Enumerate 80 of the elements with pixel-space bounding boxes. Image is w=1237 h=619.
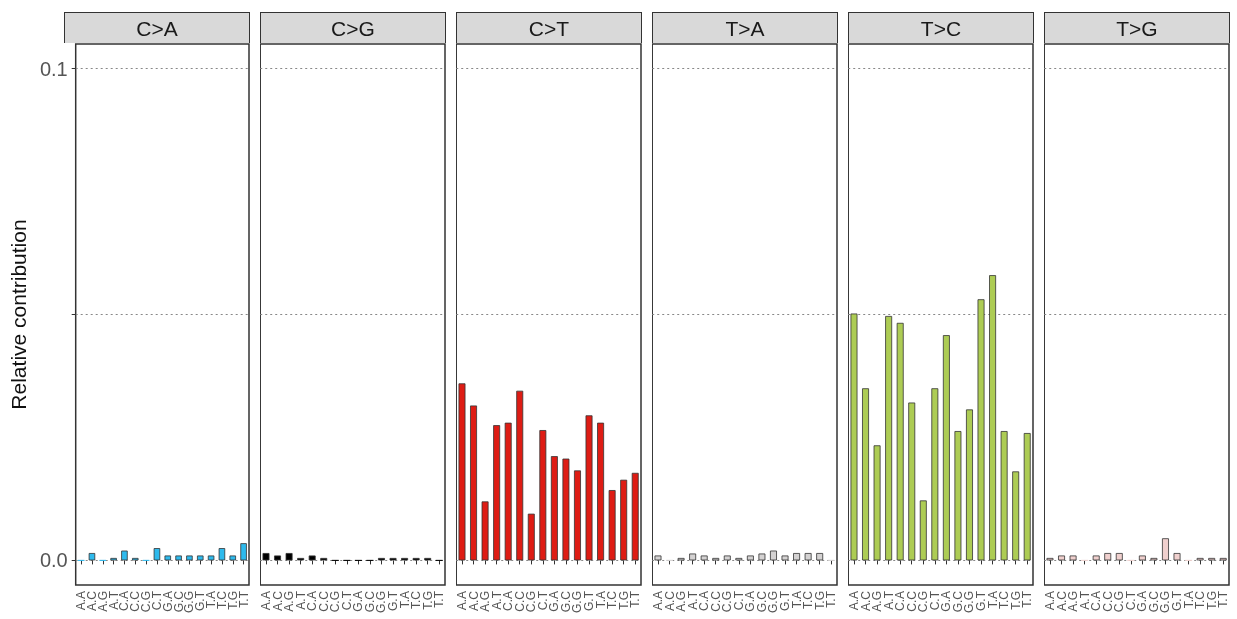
bar — [1058, 555, 1066, 561]
bar — [1138, 555, 1146, 561]
bar — [1023, 433, 1031, 561]
bar — [574, 470, 581, 561]
x-tick-label: A.C — [858, 590, 873, 612]
y-tick-label: 0.1 — [39, 57, 68, 80]
x-tick-label: T.T — [628, 590, 643, 608]
x-tick-label: T.T — [1020, 590, 1035, 608]
x-tick-label: A.C — [662, 590, 677, 612]
bar — [896, 322, 904, 561]
chart-title: T>A — [652, 12, 838, 43]
y-axis-title: Relative contribution — [7, 219, 30, 410]
bar — [723, 555, 731, 561]
bar — [689, 553, 697, 561]
bar — [919, 500, 927, 561]
bar — [620, 479, 628, 561]
x-tick-label: T.T — [824, 590, 839, 608]
bar — [308, 555, 316, 561]
bar — [562, 458, 570, 561]
x-tick-label: A.C — [270, 590, 285, 612]
x-tick-label: G.G — [766, 591, 781, 614]
bar — [804, 553, 812, 561]
bar — [550, 456, 558, 561]
bar — [966, 409, 973, 561]
bar — [1000, 431, 1008, 561]
y-tick-label: 0.0 — [39, 549, 68, 572]
chart-title: T>G — [1044, 12, 1230, 43]
bar — [585, 415, 593, 561]
bar — [608, 490, 616, 561]
chart-title: T>C — [848, 12, 1034, 43]
bar — [746, 555, 754, 561]
x-tick-label: A.A — [1042, 591, 1057, 611]
bar — [1162, 538, 1169, 561]
bar — [781, 555, 789, 561]
x-tick-label: A.C — [466, 590, 481, 612]
bar — [1104, 553, 1112, 561]
bar — [504, 422, 512, 561]
bar — [285, 553, 293, 561]
x-tick-label: T.T — [432, 590, 447, 608]
bar — [481, 501, 489, 561]
bar — [908, 402, 916, 561]
x-tick-label: T.T — [1216, 590, 1231, 608]
bar — [274, 555, 282, 561]
x-tick-label: G.G — [962, 591, 977, 614]
x-tick-label: A.A — [650, 591, 665, 611]
bar — [1173, 553, 1181, 561]
bar — [631, 472, 639, 561]
bar — [885, 315, 893, 561]
bar — [597, 422, 605, 561]
bar — [1069, 555, 1077, 561]
bar — [1012, 471, 1020, 561]
bar — [816, 553, 824, 561]
x-tick-label: G.G — [374, 591, 389, 614]
bar — [470, 405, 478, 561]
chart-title: C>T — [456, 12, 642, 43]
bar — [493, 425, 501, 561]
bar — [1115, 553, 1123, 561]
x-tick-label: G.G — [1158, 591, 1173, 614]
chart-title: C>A — [64, 12, 250, 43]
x-tick-label: G.G — [570, 591, 585, 614]
x-tick-label: A.A — [258, 591, 273, 611]
bar — [942, 335, 950, 561]
bar — [989, 275, 997, 561]
bar — [1092, 555, 1100, 561]
bar — [527, 513, 535, 561]
bar — [539, 430, 547, 561]
x-tick-label: A.C — [1054, 590, 1069, 612]
bar — [793, 553, 801, 561]
bar — [516, 390, 524, 561]
x-tick-label: A.A — [846, 591, 861, 611]
bar — [862, 388, 870, 561]
bar — [873, 445, 881, 561]
x-tick-label: A.A — [454, 591, 469, 611]
bar — [977, 299, 985, 561]
bar — [700, 555, 708, 561]
bar — [770, 550, 777, 561]
chart-title: C>G — [260, 12, 446, 43]
bar — [931, 388, 939, 561]
bar — [758, 553, 766, 561]
bar — [954, 431, 962, 561]
